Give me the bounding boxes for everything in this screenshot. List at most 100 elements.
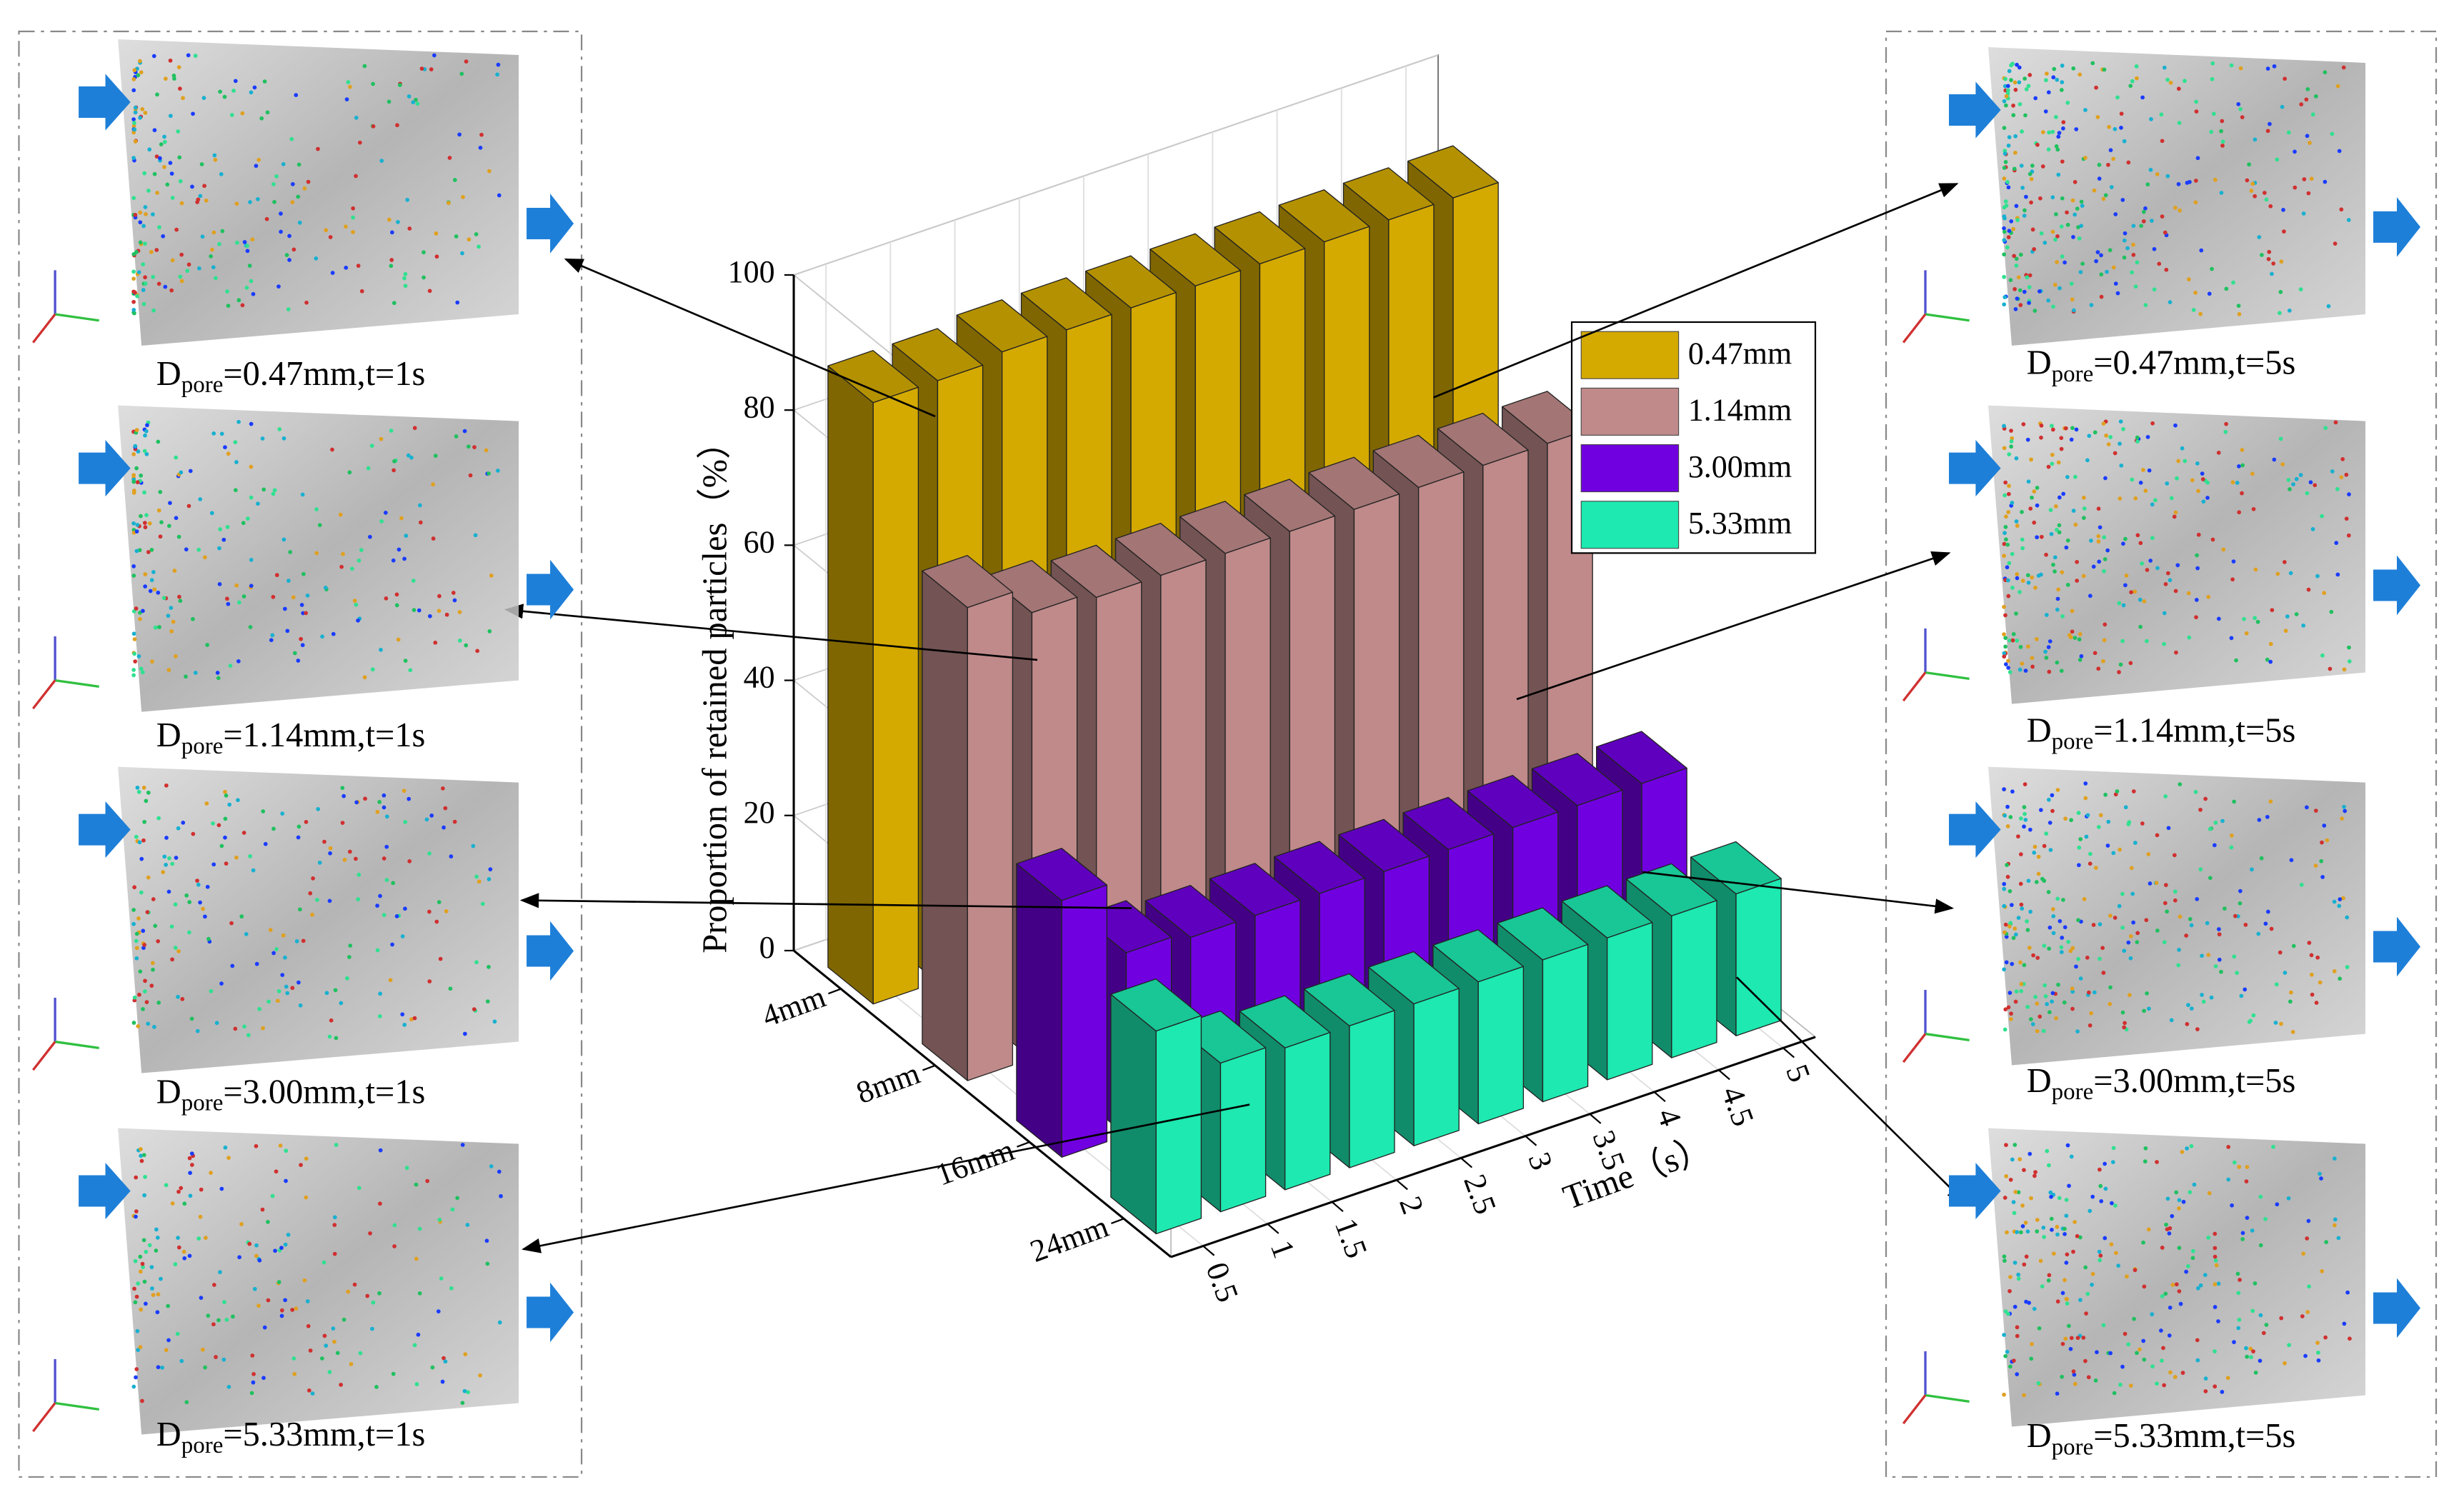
- particle: [2014, 204, 2019, 209]
- particle: [2286, 478, 2291, 482]
- particle: [2323, 70, 2328, 75]
- particle: [2322, 591, 2327, 596]
- particle: [2258, 1358, 2263, 1363]
- particle: [226, 304, 231, 308]
- particle: [2181, 1199, 2186, 1204]
- particle: [211, 1283, 216, 1287]
- particle: [256, 501, 260, 506]
- particle: [156, 508, 161, 513]
- particle: [2250, 867, 2254, 872]
- particle: [141, 786, 146, 790]
- particle: [274, 947, 279, 951]
- particle: [322, 1333, 327, 1338]
- particle: [480, 901, 485, 906]
- particle: [406, 796, 412, 801]
- particle: [143, 275, 147, 280]
- particle: [2004, 960, 2009, 965]
- particle: [2051, 75, 2056, 80]
- particle: [2236, 304, 2241, 308]
- particle: [2131, 242, 2135, 247]
- particle: [2073, 522, 2078, 527]
- particle: [2163, 794, 2168, 798]
- bar-front: [1061, 884, 1108, 1158]
- particle: [2141, 219, 2146, 224]
- particle: [344, 265, 349, 270]
- particle: [2188, 179, 2192, 184]
- particle: [2076, 918, 2080, 923]
- particle: [2003, 922, 2008, 927]
- particle: [2195, 1027, 2200, 1031]
- particle: [368, 1231, 372, 1236]
- particle: [2157, 261, 2162, 266]
- particle: [2229, 636, 2234, 641]
- particle: [296, 824, 301, 829]
- particle: [2060, 196, 2065, 201]
- particle: [434, 919, 439, 924]
- particle: [2050, 808, 2055, 813]
- particle: [2101, 659, 2105, 664]
- particle: [2014, 989, 2019, 994]
- particle: [2044, 831, 2049, 836]
- particle: [2027, 946, 2032, 950]
- particle: [2130, 891, 2135, 896]
- particle: [2131, 920, 2136, 925]
- particle: [452, 598, 457, 603]
- particle: [2310, 527, 2315, 531]
- particle: [150, 659, 154, 664]
- particle: [2189, 1006, 2194, 1011]
- particle: [441, 786, 445, 791]
- particle: [2071, 66, 2076, 71]
- particle: [414, 1256, 419, 1261]
- particle: [261, 809, 266, 813]
- particle: [199, 1296, 204, 1301]
- particle: [172, 76, 176, 81]
- flow-arrow-in: [79, 74, 131, 131]
- particle: [2190, 1256, 2195, 1261]
- particle: [2122, 255, 2127, 260]
- particle: [2027, 827, 2032, 832]
- particle: [2193, 790, 2198, 794]
- particle: [2012, 80, 2017, 85]
- particle: [2036, 854, 2041, 859]
- particle: [2027, 273, 2032, 278]
- particle: [2006, 185, 2011, 190]
- particle: [2131, 253, 2136, 257]
- particle: [288, 550, 293, 554]
- particle: [2029, 176, 2034, 181]
- particle: [224, 861, 229, 866]
- particle: [156, 1000, 161, 1005]
- particle: [2008, 921, 2013, 926]
- particle: [2108, 148, 2113, 153]
- particle: [181, 1249, 186, 1254]
- particle: [2238, 901, 2243, 906]
- x-tick-label: 2.5: [1457, 1170, 1503, 1218]
- particle: [2319, 858, 2324, 863]
- particle: [2010, 961, 2015, 966]
- particle: [2061, 126, 2065, 131]
- particle: [2050, 424, 2054, 429]
- particle: [2283, 971, 2288, 975]
- particle: [181, 821, 186, 825]
- particle: [2159, 112, 2164, 117]
- particle: [2332, 969, 2337, 973]
- particle: [2115, 789, 2120, 793]
- particle: [211, 1322, 216, 1327]
- particle: [277, 427, 282, 431]
- particle: [212, 153, 217, 158]
- particle: [467, 237, 472, 242]
- particle: [2165, 481, 2170, 486]
- particle: [2026, 580, 2031, 585]
- particle: [2287, 309, 2292, 313]
- particle: [136, 789, 141, 794]
- particle: [2251, 1013, 2256, 1018]
- particle: [159, 520, 164, 525]
- particle: [195, 1028, 200, 1033]
- particle: [2344, 516, 2349, 521]
- particle: [2265, 66, 2270, 71]
- particle: [356, 264, 361, 269]
- particle: [2078, 1298, 2083, 1302]
- particle: [2142, 1008, 2146, 1013]
- particle: [2078, 270, 2083, 274]
- particle: [162, 164, 166, 169]
- particle: [157, 156, 162, 161]
